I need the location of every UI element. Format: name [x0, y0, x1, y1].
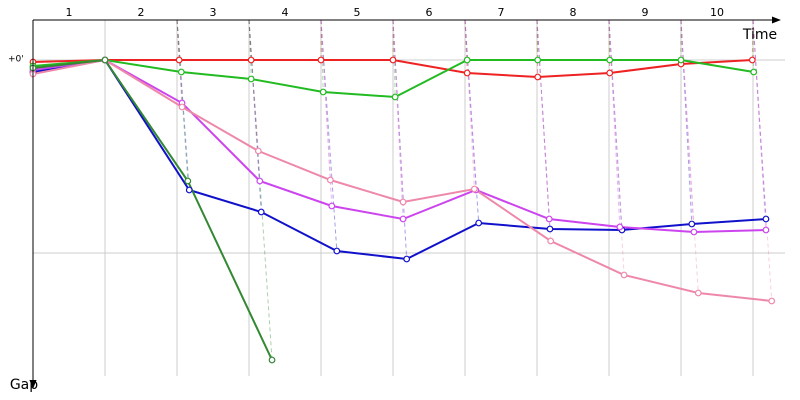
data-point	[185, 186, 193, 194]
data-point	[391, 93, 399, 101]
x-tick-label: 2	[138, 6, 145, 19]
series-line	[32, 58, 772, 302]
data-point	[768, 297, 776, 305]
data-point	[247, 75, 255, 83]
data-point	[690, 228, 698, 236]
data-point	[546, 225, 554, 233]
x-axis-label: Time	[742, 27, 777, 43]
data-point	[750, 68, 758, 76]
data-point	[475, 219, 483, 227]
drop-line	[608, 19, 623, 231]
drop-line	[752, 19, 773, 302]
data-point	[247, 56, 255, 64]
data-point	[688, 220, 696, 228]
drop-line	[248, 19, 252, 80]
data-point	[399, 198, 407, 206]
data-point	[184, 177, 192, 185]
data-point	[620, 271, 628, 279]
drop-line	[176, 19, 183, 108]
drop-line	[536, 19, 539, 78]
data-point	[175, 56, 183, 64]
x-tick-label: 9	[642, 6, 649, 19]
data-point	[319, 88, 327, 96]
drop-line	[248, 19, 273, 361]
data-point	[328, 202, 336, 210]
data-point	[470, 185, 478, 193]
x-tick-label: 1	[66, 6, 73, 19]
data-point	[256, 177, 264, 185]
drop-line	[752, 19, 767, 220]
drop-line	[752, 19, 767, 231]
data-point	[748, 56, 756, 64]
grid	[33, 20, 785, 376]
data-point	[677, 56, 685, 64]
data-point	[463, 56, 471, 64]
drop-line	[464, 19, 475, 190]
data-point	[257, 208, 265, 216]
drop-line	[248, 19, 259, 152]
drop-line	[536, 19, 552, 242]
data-point	[534, 56, 542, 64]
data-point	[545, 215, 553, 223]
x-tick-label: 8	[570, 6, 577, 19]
x-tick-label: 4	[282, 6, 289, 19]
x-tick-label: 6	[426, 6, 433, 19]
data-point	[606, 69, 614, 77]
y-tick-label: +0'	[8, 55, 24, 65]
data-point	[268, 356, 276, 364]
data-point	[333, 247, 341, 255]
data-point	[463, 69, 471, 77]
data-point	[694, 289, 702, 297]
data-point	[547, 237, 555, 245]
x-tick-label: 3	[210, 6, 217, 19]
drop-line	[752, 19, 755, 73]
drop-line	[392, 19, 404, 203]
data-point	[317, 56, 325, 64]
drop-line	[536, 19, 550, 220]
data-point	[762, 215, 770, 223]
data-point	[403, 255, 411, 263]
data-point	[762, 226, 770, 234]
drop-line	[176, 19, 182, 73]
drop-line	[608, 19, 611, 74]
data-point	[606, 56, 614, 64]
data-point	[254, 147, 262, 155]
data-point	[399, 215, 407, 223]
drop-line	[464, 19, 468, 74]
data-point	[389, 56, 397, 64]
x-tick-label: 7	[498, 6, 505, 19]
series-line	[32, 58, 273, 361]
data-point	[178, 103, 186, 111]
data-point	[177, 68, 185, 76]
y-axis-label: Gap	[10, 377, 38, 393]
drop-line	[320, 19, 338, 252]
data-point	[534, 73, 542, 81]
data-point	[326, 176, 334, 184]
data-point	[616, 223, 624, 231]
drop-line	[464, 19, 477, 191]
drop-line	[392, 19, 404, 220]
x-tick-label: 5	[354, 6, 361, 19]
data-point	[101, 56, 109, 64]
drop-line	[320, 19, 324, 93]
drop-line	[320, 19, 331, 181]
drop-line	[320, 19, 333, 207]
x-tick-label: 10	[710, 6, 724, 19]
plot-area	[29, 19, 776, 364]
drop-line	[680, 19, 695, 233]
drop-line	[680, 19, 693, 225]
